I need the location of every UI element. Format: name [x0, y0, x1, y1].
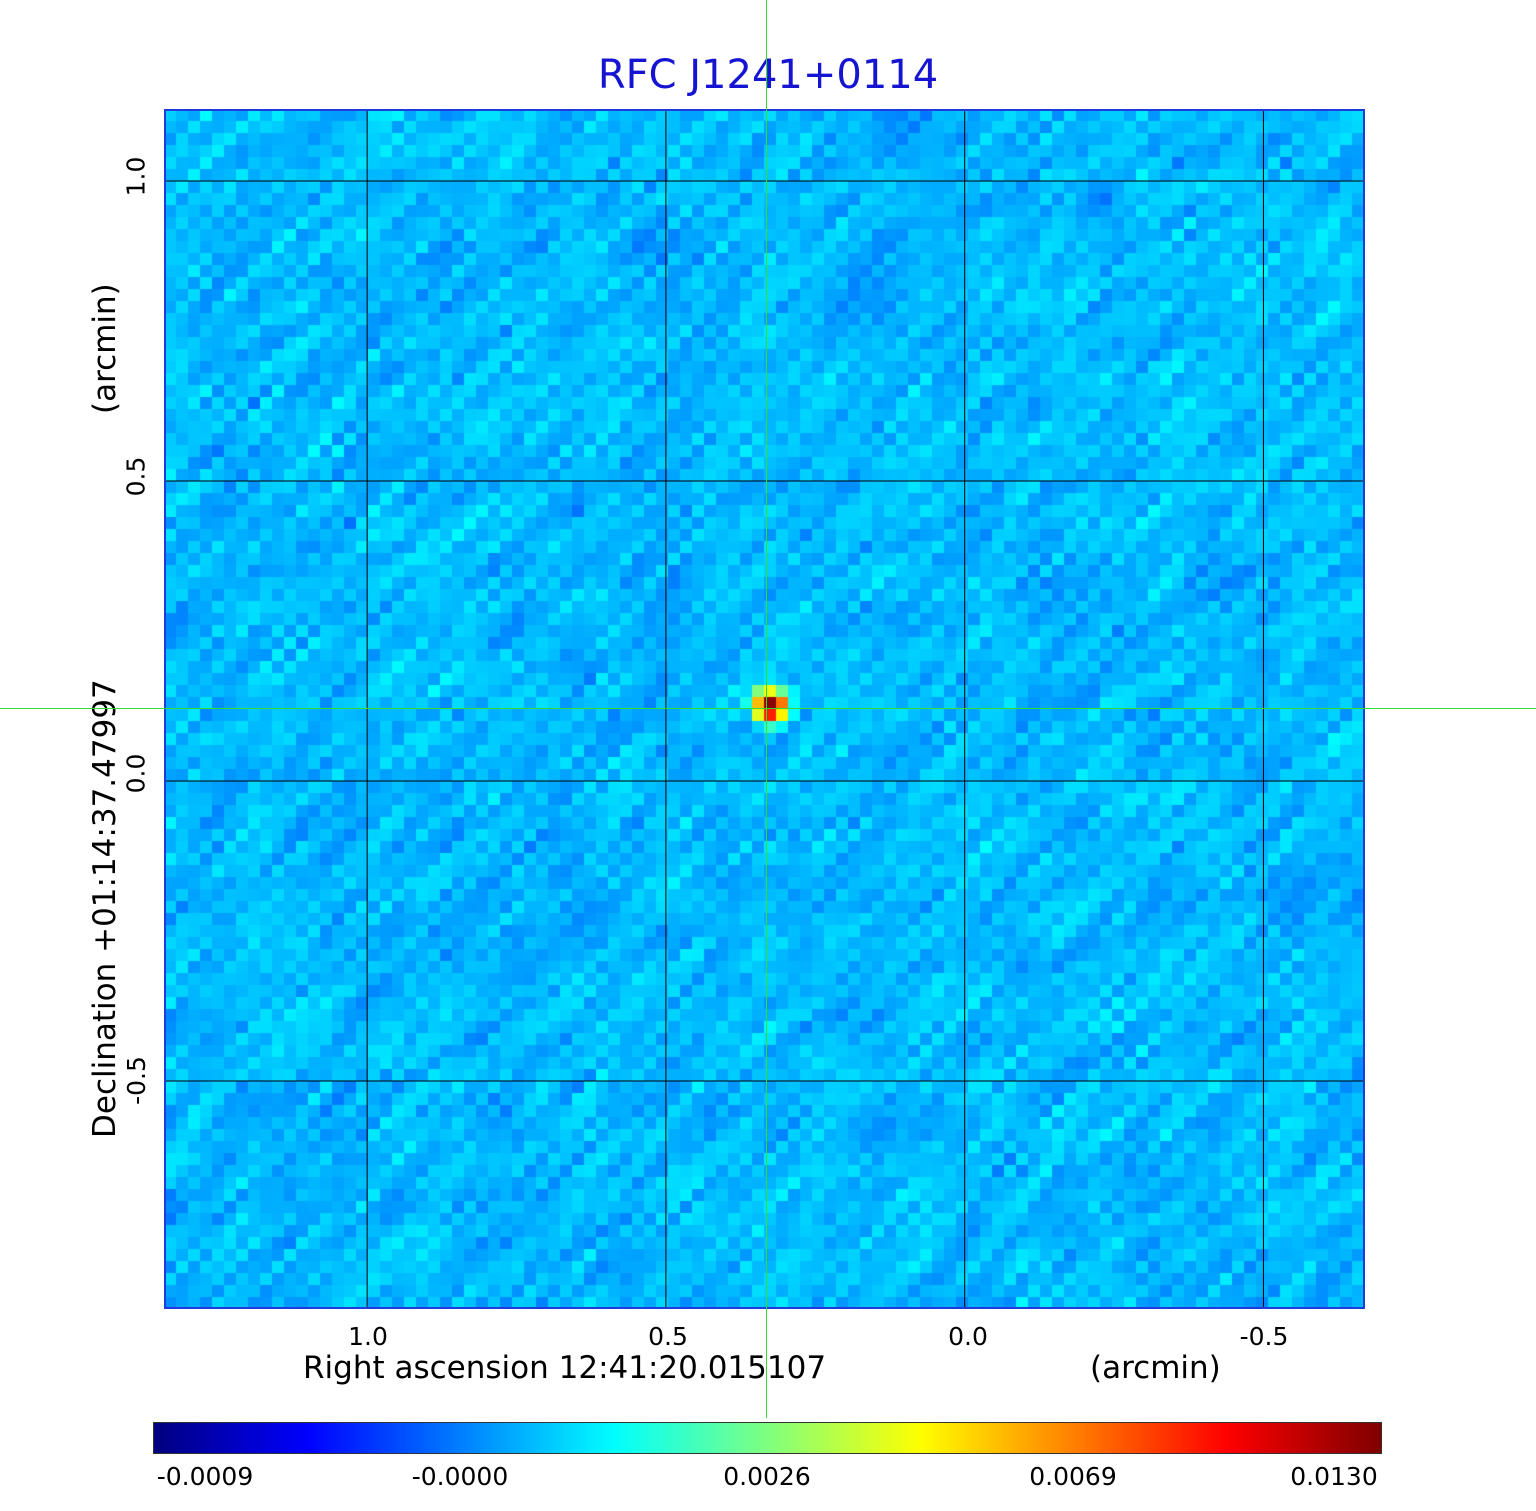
colorbar-tick-label: 0.0130	[1290, 1462, 1378, 1491]
crosshair-vertical	[766, 0, 767, 1418]
colorbar-tick-label: -0.0000	[411, 1462, 509, 1491]
x-tick-label: 0.0	[948, 1322, 988, 1351]
y-axis-label: Declination +01:14:37.47997	[87, 679, 123, 1138]
heatmap-image[interactable]	[164, 109, 1365, 1309]
colorbar-tick-label: 0.0026	[723, 1462, 811, 1491]
y-axis-unit: (arcmin)	[87, 283, 123, 414]
grid-overlay	[164, 109, 1365, 1309]
colorbar-tick-label: -0.0009	[156, 1462, 254, 1491]
y-tick-label: 0.5	[121, 456, 151, 496]
chart-title: RFC J1241+0114	[597, 52, 939, 98]
x-tick-label: 0.5	[648, 1322, 688, 1351]
x-axis-label: Right ascension 12:41:20.015107	[303, 1350, 827, 1386]
colorbar	[153, 1422, 1382, 1454]
x-axis-unit: (arcmin)	[1090, 1350, 1221, 1386]
y-tick-label: 1.0	[121, 156, 151, 196]
x-tick-label: 1.0	[348, 1322, 388, 1351]
crosshair-horizontal	[0, 708, 1536, 709]
x-tick-label: -0.5	[1239, 1322, 1289, 1351]
colorbar-tick-label: 0.0069	[1029, 1462, 1117, 1491]
